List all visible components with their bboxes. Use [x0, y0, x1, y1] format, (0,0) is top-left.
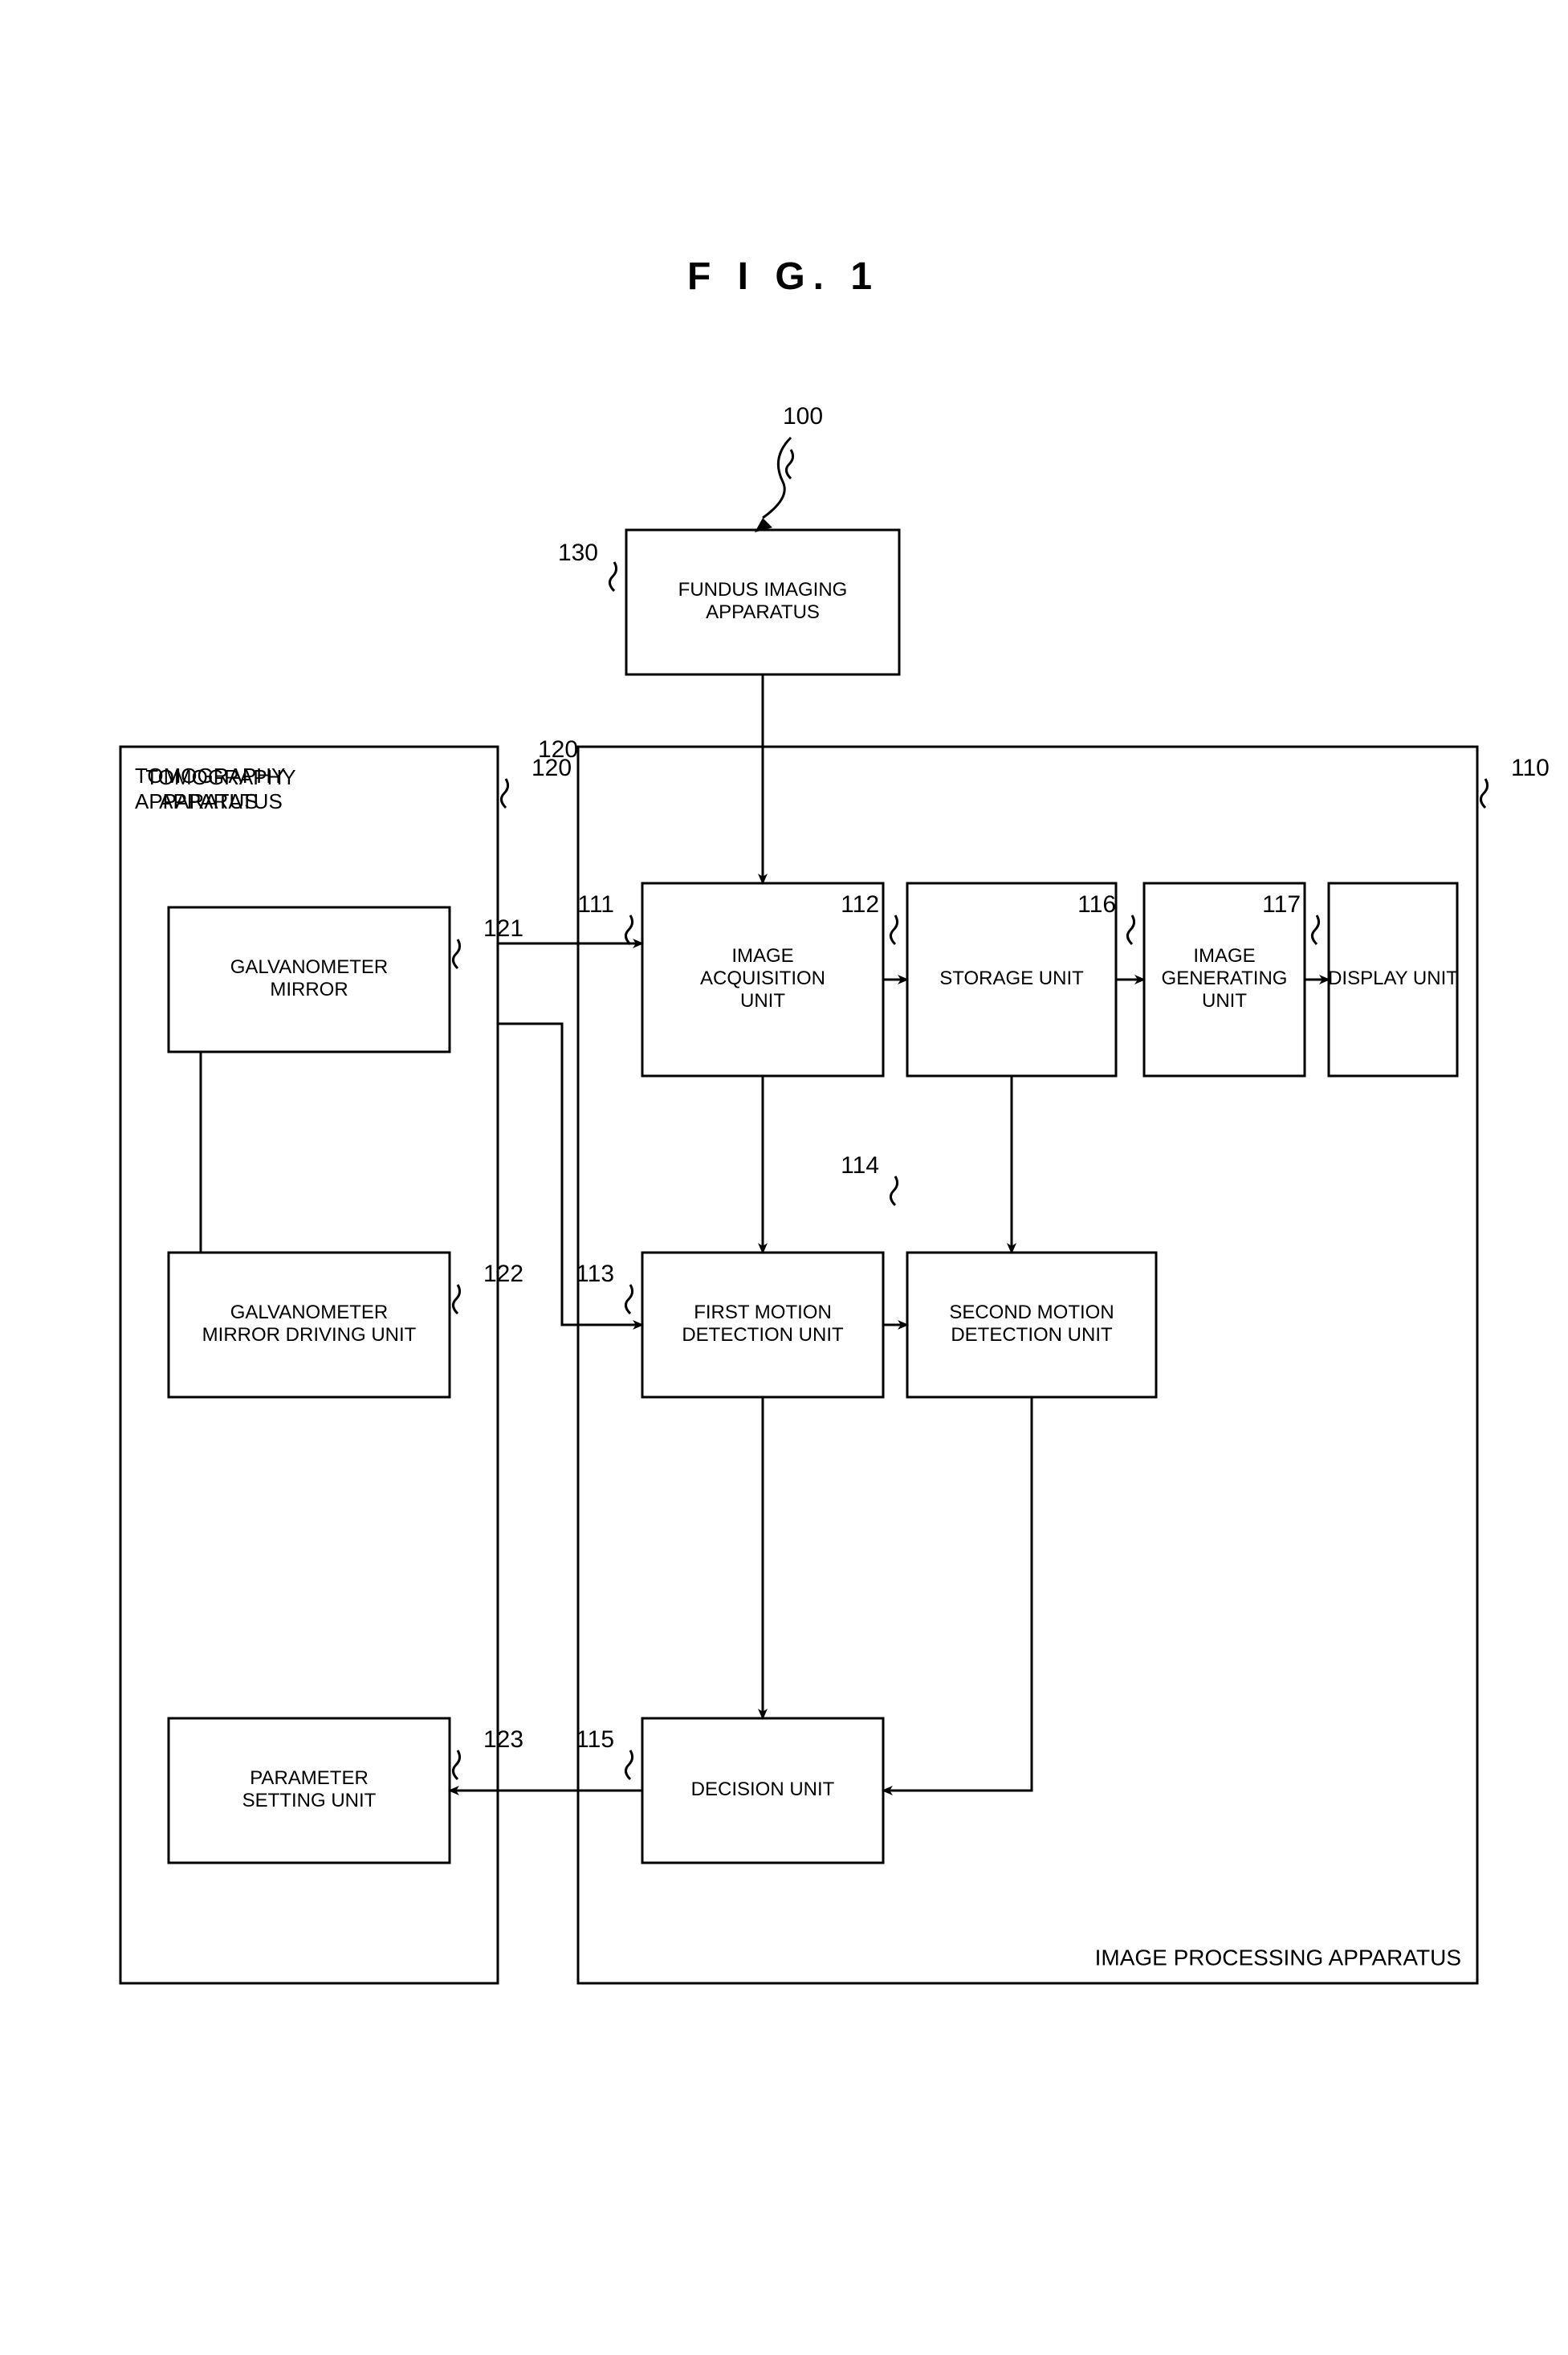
- svg-text:IMAGEACQUISITIONUNIT: IMAGEACQUISITIONUNIT: [700, 945, 825, 1012]
- svg-text:DECISION UNIT: DECISION UNIT: [691, 1778, 835, 1800]
- ref-130: 130: [558, 540, 598, 566]
- svg-text:FIRST MOTIONDETECTION UNIT: FIRST MOTIONDETECTION UNIT: [682, 1302, 844, 1346]
- ref-123: 123: [483, 1726, 523, 1753]
- svg-text:APPARATUS: APPARATUS: [135, 789, 259, 813]
- svg-text:IMAGEGENERATINGUNIT: IMAGEGENERATINGUNIT: [1162, 945, 1288, 1012]
- ref-117: 117: [1262, 891, 1301, 918]
- svg-text:FUNDUS IMAGINGAPPARATUS: FUNDUS IMAGINGAPPARATUS: [678, 579, 848, 623]
- edge-second_motion-decision: [883, 1397, 1032, 1791]
- svg-text:DISPLAY UNIT: DISPLAY UNIT: [1328, 968, 1458, 989]
- ref-112: 112: [841, 891, 879, 918]
- ref-122: 122: [483, 1261, 523, 1287]
- svg-text:100: 100: [783, 403, 823, 430]
- svg-text:F I G. 1: F I G. 1: [687, 255, 880, 298]
- ref-111: 111: [577, 891, 614, 918]
- ref-110: 110: [1511, 755, 1550, 781]
- ref-121: 121: [483, 915, 523, 942]
- svg-text:GALVANOMETERMIRROR: GALVANOMETERMIRROR: [230, 956, 388, 1000]
- svg-text:TOMOGRAPHY: TOMOGRAPHY: [135, 764, 285, 788]
- svg-text:PARAMETERSETTING UNIT: PARAMETERSETTING UNIT: [242, 1767, 377, 1811]
- svg-text:STORAGE UNIT: STORAGE UNIT: [939, 968, 1084, 989]
- ref-113: 113: [576, 1261, 614, 1287]
- svg-text:IMAGE PROCESSING APPARATUS: IMAGE PROCESSING APPARATUS: [1095, 1945, 1461, 1970]
- ref-114: 114: [841, 1152, 879, 1179]
- ref-120: 120: [531, 755, 572, 781]
- svg-text:SECOND MOTIONDETECTION UNIT: SECOND MOTIONDETECTION UNIT: [949, 1302, 1114, 1346]
- ref-116: 116: [1077, 891, 1116, 918]
- ref-115: 115: [576, 1726, 614, 1753]
- svg-text:GALVANOMETERMIRROR DRIVING UNI: GALVANOMETERMIRROR DRIVING UNIT: [202, 1302, 417, 1346]
